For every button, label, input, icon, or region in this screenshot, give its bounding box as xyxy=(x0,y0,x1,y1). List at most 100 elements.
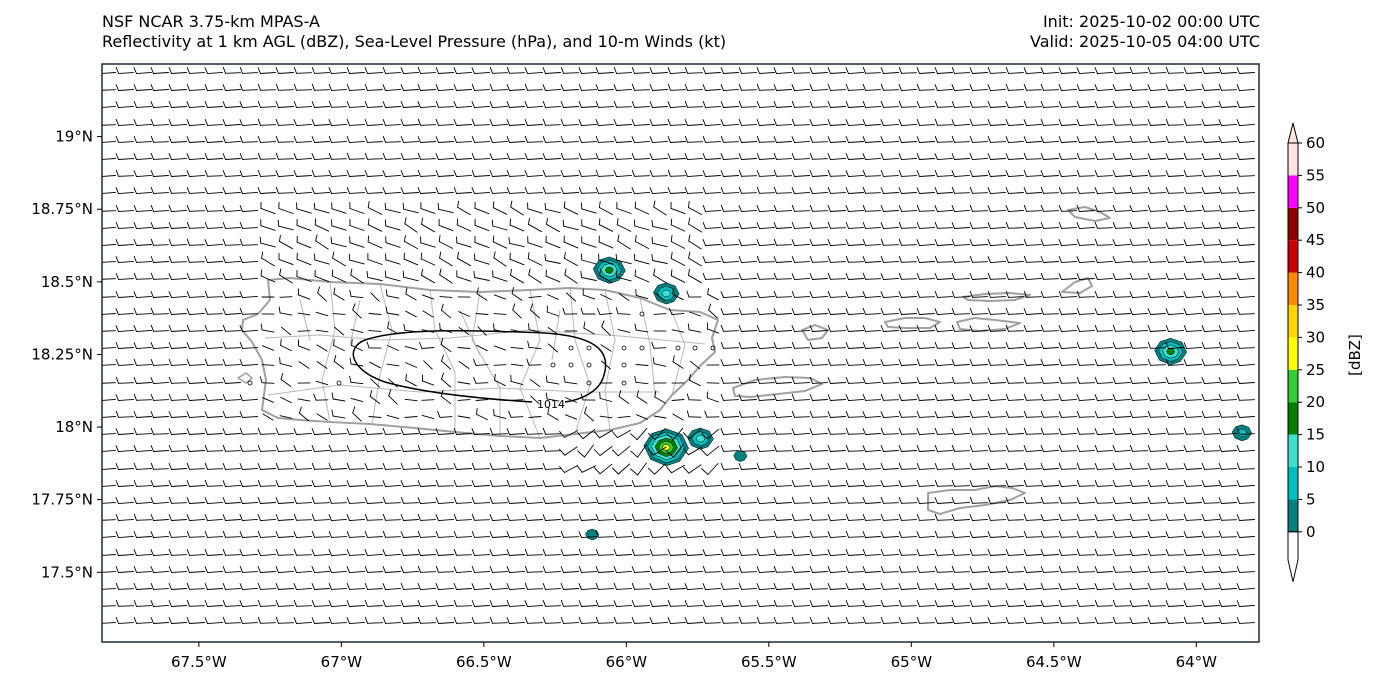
barb-feather xyxy=(862,119,866,126)
barb-staff xyxy=(1132,450,1148,452)
barb-staff xyxy=(759,278,775,280)
barb-staff xyxy=(598,157,614,161)
barb-staff xyxy=(296,141,312,143)
barb-staff xyxy=(954,106,970,108)
wind-barb xyxy=(951,84,970,92)
barb-staff xyxy=(242,123,258,127)
barb-staff xyxy=(438,157,454,161)
wind-barb xyxy=(987,84,1006,92)
wind-barb xyxy=(631,136,650,144)
barb-feather xyxy=(150,118,154,126)
barb-feather xyxy=(259,236,262,244)
barb-staff xyxy=(794,106,810,108)
barb-staff xyxy=(1043,89,1059,91)
barb-staff xyxy=(1061,106,1077,108)
wind-barb xyxy=(1201,101,1220,109)
wind-barb xyxy=(1147,101,1166,108)
barb-feather xyxy=(1040,118,1044,126)
barb-feather xyxy=(328,187,332,195)
barb-staff xyxy=(883,399,899,401)
barb-feather xyxy=(791,170,795,177)
wind-barb xyxy=(417,66,436,74)
barb-staff xyxy=(830,227,846,229)
wind-barb xyxy=(649,169,668,177)
barb-staff xyxy=(331,141,347,143)
wind-barb xyxy=(293,100,312,108)
barb-staff xyxy=(153,278,169,280)
barb-staff xyxy=(741,124,757,126)
barb-staff xyxy=(954,141,970,143)
wind-barb xyxy=(1023,169,1042,177)
wind-barb xyxy=(400,135,419,143)
wind-barb xyxy=(102,158,116,160)
barb-staff xyxy=(581,158,597,160)
barb-staff xyxy=(1132,124,1148,126)
barb-feather xyxy=(756,83,760,91)
barb-feather xyxy=(969,153,973,161)
barb-feather xyxy=(560,101,564,108)
barb-feather xyxy=(280,338,282,346)
wind-barb xyxy=(1040,100,1059,108)
wind-barb xyxy=(346,152,365,160)
wind-barb xyxy=(542,169,561,177)
barb-feather xyxy=(987,84,991,92)
barb-feather xyxy=(239,152,243,160)
barb-staff xyxy=(901,278,917,280)
wind-barb xyxy=(969,153,988,161)
barb-feather xyxy=(862,169,866,177)
barb-feather xyxy=(1076,84,1080,91)
barb-staff xyxy=(1026,175,1042,177)
wind-barb xyxy=(773,136,792,143)
wind-barb xyxy=(649,67,668,74)
barb-staff xyxy=(919,158,935,160)
barb-staff xyxy=(207,485,223,487)
wind-barb xyxy=(1058,67,1077,74)
wind-barb xyxy=(328,152,347,160)
wind-barb xyxy=(862,66,881,74)
barb-feather xyxy=(738,83,742,91)
wind-barb xyxy=(1058,136,1077,143)
wind-barb xyxy=(328,119,347,127)
barb-staff xyxy=(349,140,365,144)
wind-barb xyxy=(880,67,899,74)
barb-feather xyxy=(204,84,208,92)
wind-barb xyxy=(1005,83,1024,91)
barb-staff xyxy=(830,89,846,91)
barb-feather xyxy=(756,119,760,126)
wind-barb xyxy=(257,118,276,126)
barb-staff xyxy=(438,468,454,470)
wind-barb xyxy=(186,186,205,194)
wind-barb xyxy=(738,118,757,126)
barb-staff xyxy=(527,158,543,160)
barb-feather xyxy=(1112,84,1116,91)
barb-feather xyxy=(293,170,297,177)
barb-feather xyxy=(1058,100,1062,108)
wind-barb xyxy=(364,119,383,126)
barb-feather xyxy=(1076,119,1080,127)
barb-staff xyxy=(403,89,419,91)
barb-staff xyxy=(403,158,419,160)
barb-staff xyxy=(242,313,258,315)
barb-feather xyxy=(98,171,100,177)
barb-staff xyxy=(296,157,312,161)
barb-feather xyxy=(275,135,279,143)
barb-staff xyxy=(1204,158,1220,160)
barb-staff xyxy=(972,210,988,212)
barb-staff xyxy=(189,157,205,161)
wind-barb xyxy=(133,119,152,127)
barb-staff xyxy=(972,106,988,108)
barb-feather xyxy=(506,169,510,177)
wind-barb xyxy=(720,170,739,177)
barb-feather xyxy=(364,119,368,126)
barb-staff xyxy=(545,106,561,108)
barb-feather xyxy=(1129,84,1133,91)
title-right: Init: 2025-10-02 00:00 UTC Valid: 2025-1… xyxy=(1030,12,1260,52)
barb-feather xyxy=(1147,119,1151,126)
barb-staff xyxy=(153,313,169,315)
wind-barb xyxy=(293,83,312,91)
barb-feather xyxy=(791,66,795,74)
barb-staff xyxy=(919,364,935,366)
wind-barb xyxy=(471,152,490,160)
wind-barb xyxy=(453,187,472,194)
barb-staff xyxy=(563,141,579,143)
